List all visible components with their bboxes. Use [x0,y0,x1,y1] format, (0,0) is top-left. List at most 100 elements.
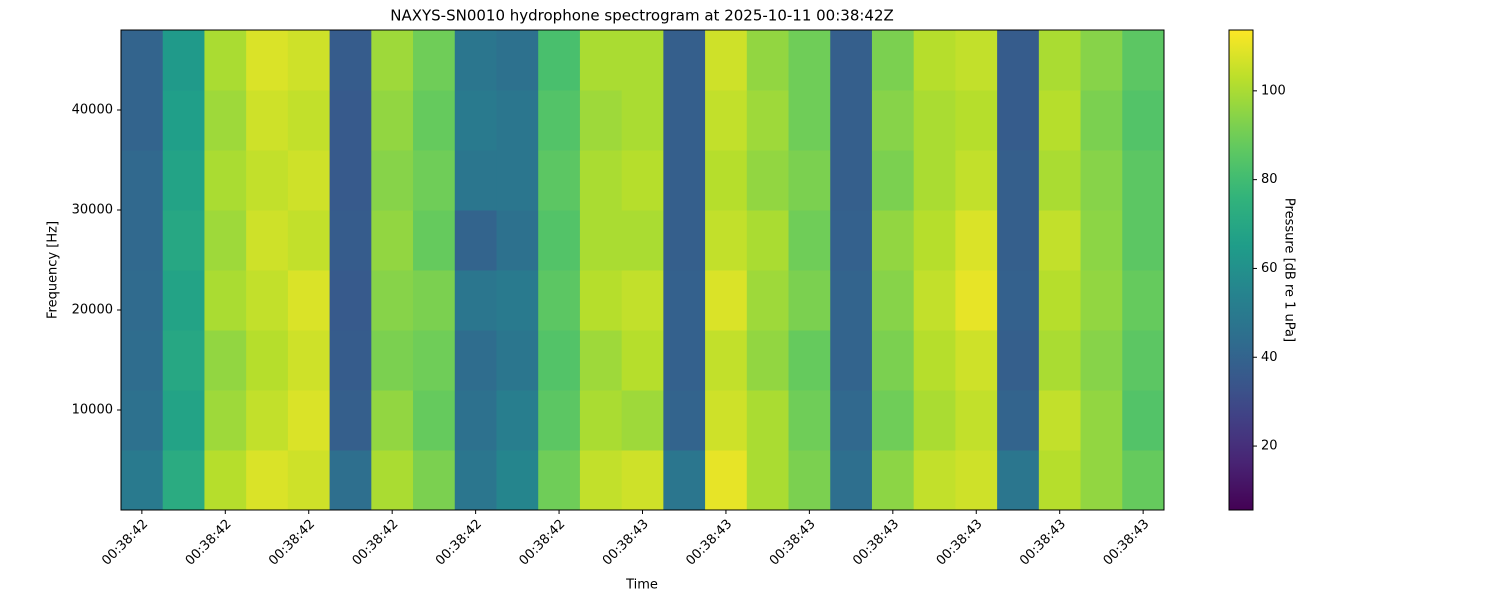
heatmap-cell [204,390,247,451]
heatmap-cell [955,450,998,511]
heatmap-cell [663,30,706,91]
heatmap-cell [705,390,748,451]
heatmap-cell [830,210,873,271]
heatmap-cell [287,390,331,451]
heatmap-cell [371,330,414,391]
heatmap-cell [663,210,706,271]
x-tick-label: 00:38:42 [183,517,235,569]
heatmap-cell [663,450,706,511]
heatmap-cell [246,210,289,271]
heatmap-cell [997,330,1040,391]
heatmap-cell [913,90,956,151]
heatmap-cell [913,210,956,271]
heatmap-cell [1038,270,1082,331]
heatmap-cell [1122,450,1165,511]
heatmap-cell [746,270,790,331]
heatmap-cell [204,330,247,391]
heatmap-cell [371,390,414,451]
heatmap-cell [121,150,164,211]
heatmap-cell [788,90,831,151]
heatmap-cell [579,30,623,91]
heatmap-cell [579,210,623,271]
heatmap-cell [413,390,456,451]
heatmap-cell [454,390,497,451]
heatmap-cell [955,210,998,271]
heatmap-cell [997,30,1040,91]
heatmap-cell [621,450,664,511]
heatmap-cell [1122,30,1165,91]
heatmap-cell [121,210,164,271]
heatmap-cell [871,270,915,331]
heatmap-cell [204,30,247,91]
heatmap-cell [1038,390,1082,451]
heatmap-cell [1080,90,1123,151]
heatmap-cell [329,30,372,91]
x-axis-label: Time [625,578,658,593]
heatmap-cell [246,330,289,391]
heatmap-cell [454,90,497,151]
chart-title: NAXYS-SN0010 hydrophone spectrogram at 2… [390,7,894,25]
heatmap-cell [204,90,247,151]
x-tick-label: 00:38:43 [1017,517,1069,569]
colorbar-tick-label: 60 [1261,261,1278,276]
heatmap-cell [1080,270,1123,331]
heatmap-cell [788,450,831,511]
heatmap-cell [913,270,956,331]
heatmap-cell [955,30,998,91]
heatmap-cell [496,150,539,211]
heatmap-cell [413,150,456,211]
heatmap-cell [496,30,539,91]
heatmap-cell [496,210,539,271]
heatmap-cell [496,90,539,151]
heatmap-cell [788,270,831,331]
heatmap-cell [121,270,164,331]
heatmap-cell [1122,390,1165,451]
heatmap-cell [621,390,664,451]
heatmap-cell [705,30,748,91]
heatmap-cell [997,450,1040,511]
heatmap-cell [1038,210,1082,271]
heatmap-cell [1080,150,1123,211]
x-tick-label: 00:38:42 [350,517,402,569]
heatmap-cell [997,210,1040,271]
heatmap-cell [705,450,748,511]
heatmap-cell [496,270,539,331]
heatmap-cell [621,150,664,211]
heatmap-cell [454,150,497,211]
heatmap-cell [1038,450,1082,511]
heatmap-cell [413,450,456,511]
heatmap-cell [454,330,497,391]
heatmap-cell [121,330,164,391]
heatmap-cell [371,90,414,151]
heatmap-cell [579,390,623,451]
heatmap-cell [246,150,289,211]
heatmap-cell [579,150,623,211]
heatmap-cell [287,150,331,211]
heatmap-cell [913,150,956,211]
heatmap-cell [705,210,748,271]
y-tick-label: 10000 [72,403,113,418]
heatmap-cell [413,270,456,331]
heatmap-cell [454,450,497,511]
heatmap-cell [454,210,497,271]
heatmap-cell [579,270,623,331]
heatmap-cell [246,270,289,331]
colorbar-tick-label: 100 [1261,83,1286,98]
heatmap-cell [204,210,247,271]
heatmap-cell [830,450,873,511]
heatmap-cell [329,390,372,451]
heatmap-cell [871,90,915,151]
heatmap-cell [496,450,539,511]
heatmap-cell [955,270,998,331]
heatmap-cell [329,450,372,511]
heatmap-cell [705,90,748,151]
heatmap-cell [246,450,289,511]
heatmap-cell [955,390,998,451]
heatmap-cell [871,330,915,391]
heatmap-cell [413,30,456,91]
heatmap-cell [204,270,247,331]
heatmap-cell [371,30,414,91]
heatmap-cell [1038,90,1082,151]
heatmap-cell [121,390,164,451]
